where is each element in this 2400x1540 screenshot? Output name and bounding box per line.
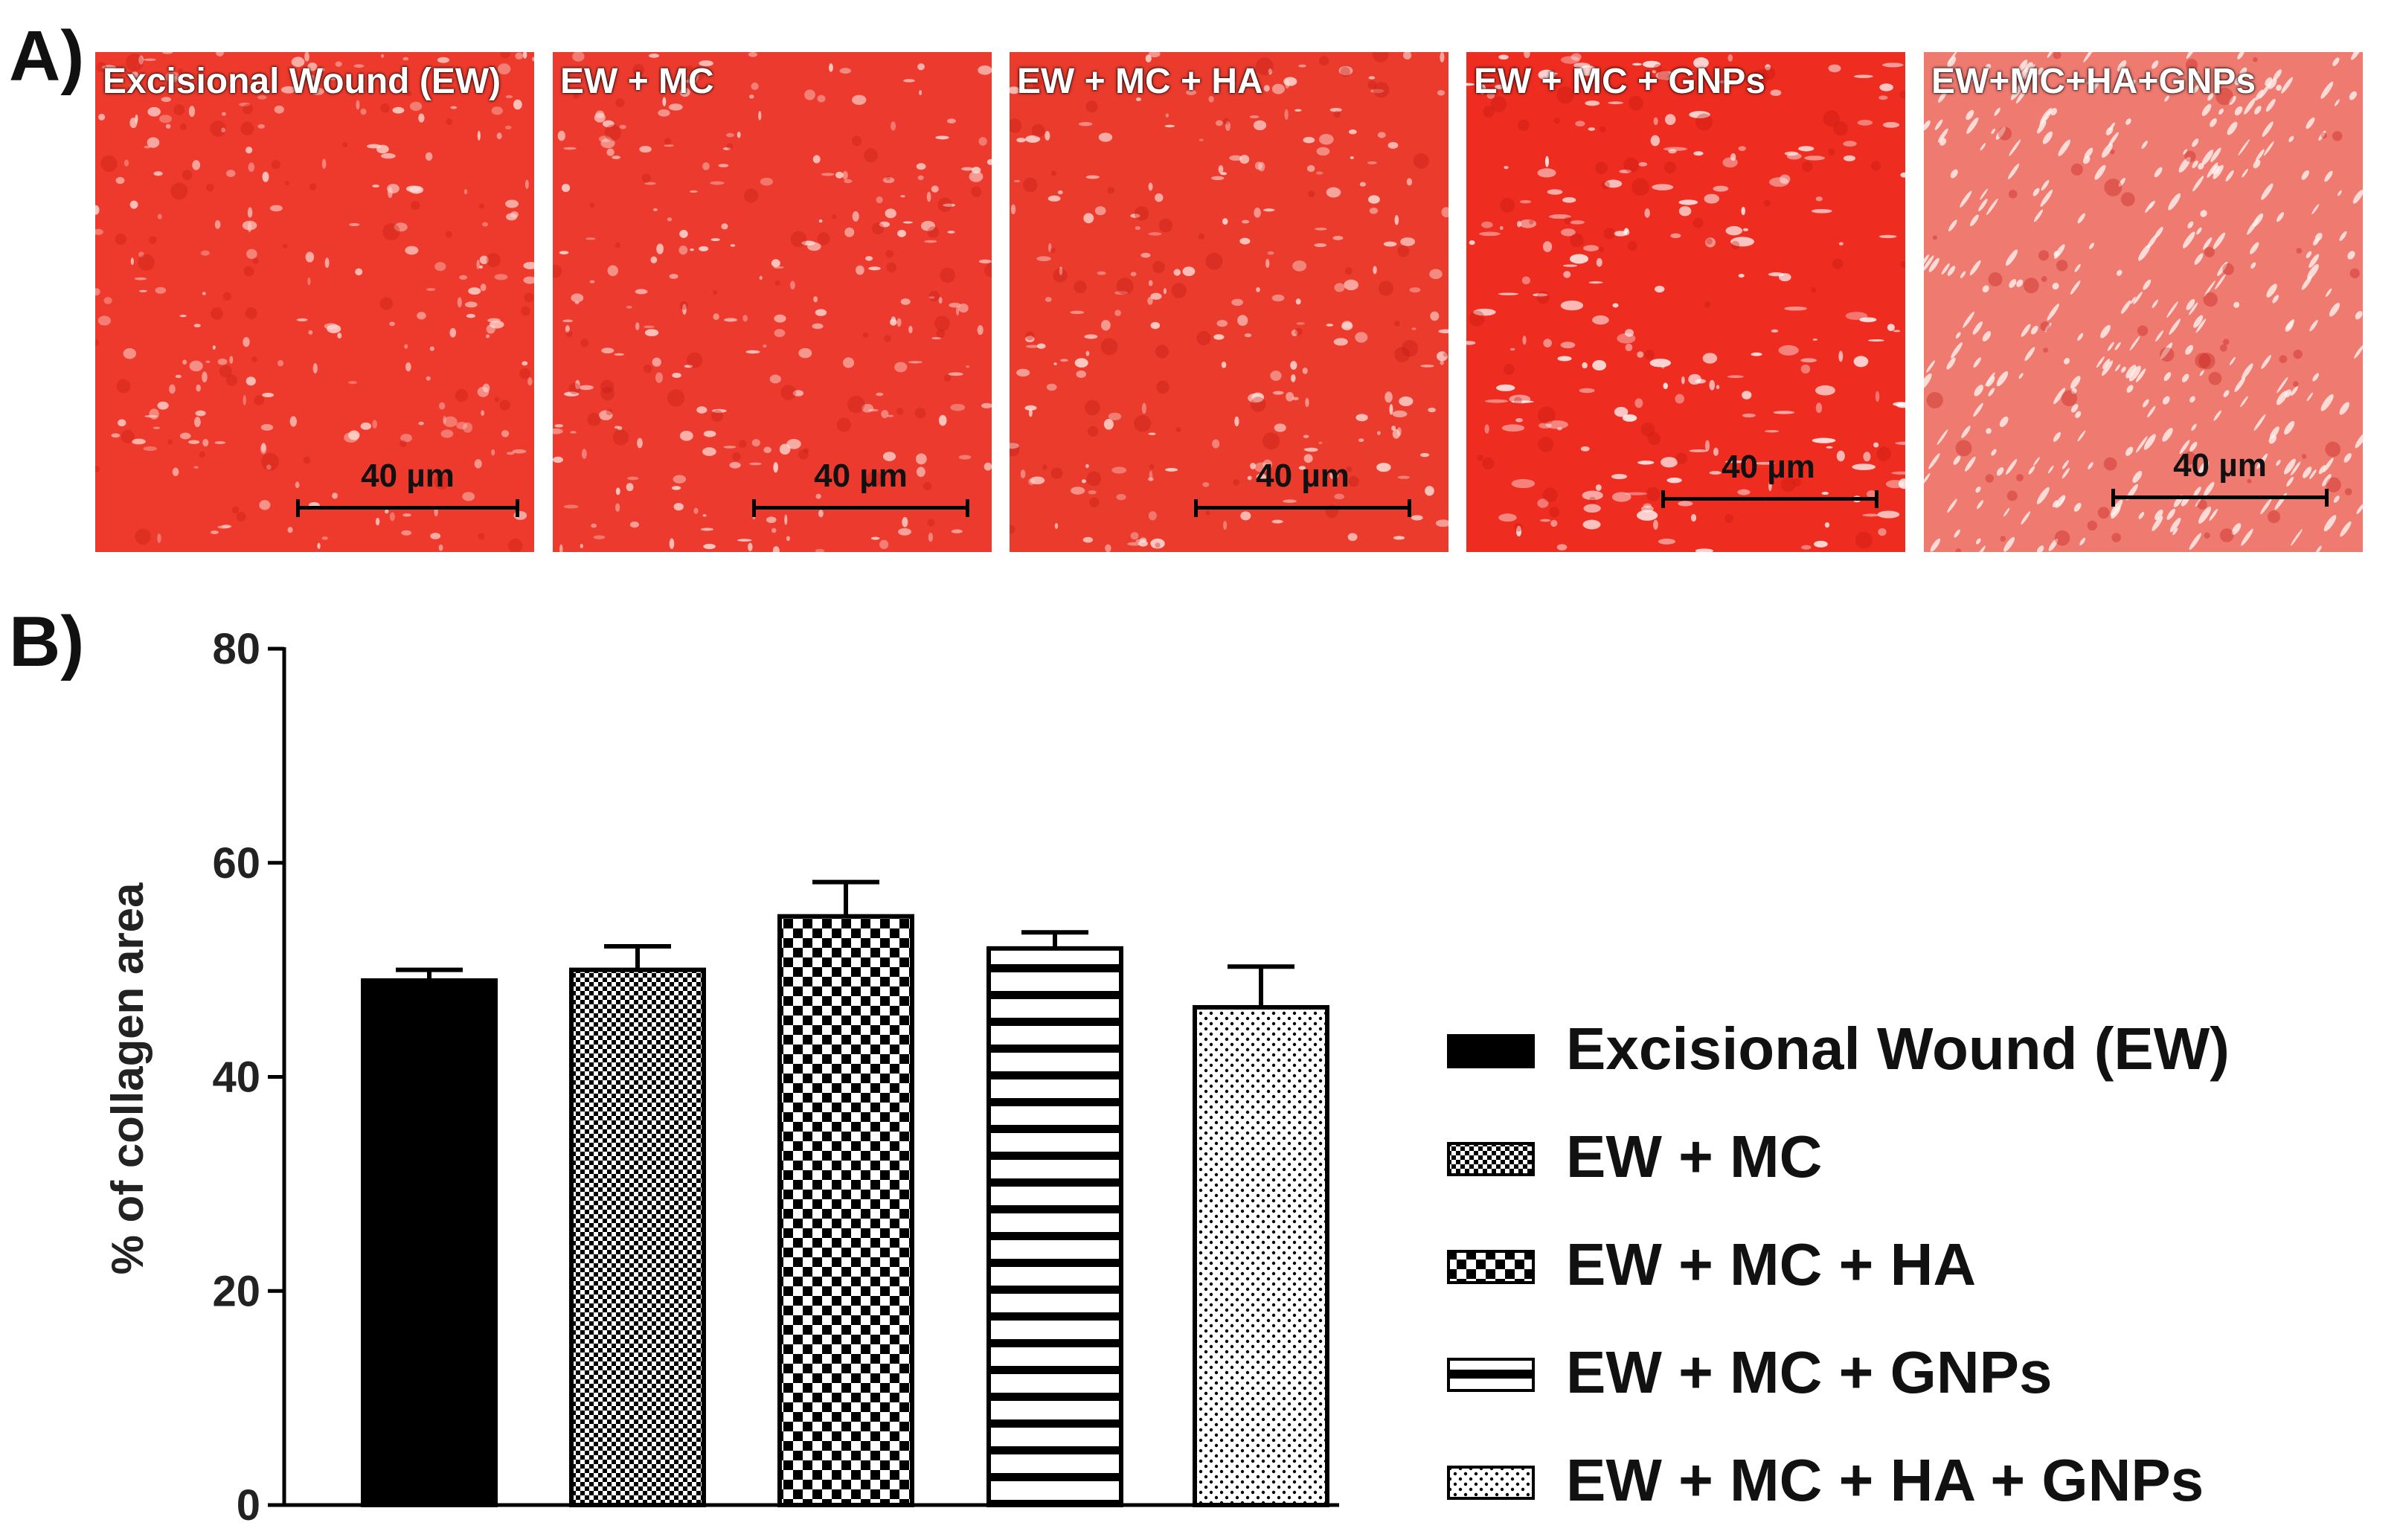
y-tick-label: 40 — [212, 1053, 260, 1102]
micrograph-image — [1466, 52, 1905, 552]
micrograph-caption: EW + MC + GNPs — [1474, 62, 1766, 101]
bar-group — [1193, 964, 1329, 1507]
scale-bar-label: 40 µm — [361, 458, 455, 494]
scale-bar-label: 40 µm — [1722, 449, 1815, 485]
micrograph-ew-mc-ha-gnps: EW+MC+HA+GNPs 40 µm — [1924, 52, 2363, 552]
micrograph-ew-mc-ha: EW + MC + HA 40 µm — [1010, 52, 1448, 552]
micrograph-image — [95, 52, 534, 552]
micrograph-ew-mc: EW + MC 40 µm — [553, 52, 992, 552]
legend-swatch — [1447, 1142, 1535, 1176]
legend-swatch — [1447, 1466, 1535, 1500]
legend-swatch — [1447, 1250, 1535, 1284]
legend-label: EW + MC — [1566, 1123, 1823, 1190]
y-axis-label: % of collagen area — [103, 882, 153, 1274]
bar-group — [361, 967, 498, 1507]
micrograph-caption: Excisional Wound (EW) — [103, 62, 501, 101]
micrograph-caption: EW+MC+HA+GNPs — [1931, 62, 2256, 101]
scale-bar — [1194, 499, 1411, 517]
y-tick-label: 80 — [212, 625, 260, 673]
bar — [569, 967, 706, 1507]
bar — [986, 946, 1123, 1507]
legend-label: EW + MC + GNPs — [1566, 1339, 2053, 1405]
micrograph-caption: EW + MC + HA — [1017, 62, 1263, 101]
legend-label: Excisional Wound (EW) — [1566, 1016, 2230, 1082]
bar — [777, 914, 914, 1507]
scale-bar-label: 40 µm — [1256, 458, 1350, 494]
bar-group — [777, 879, 914, 1507]
y-tick-label: 60 — [212, 839, 260, 888]
y-tick-label: 0 — [237, 1481, 260, 1530]
y-tick-label: 20 — [212, 1267, 260, 1315]
micrograph-image — [553, 52, 992, 552]
bar-group — [986, 930, 1123, 1507]
panel-b-label: B) — [9, 602, 85, 681]
scale-bar — [296, 499, 519, 517]
micrograph-caption: EW + MC — [560, 62, 714, 101]
scale-bar-label: 40 µm — [814, 458, 908, 494]
bar — [361, 978, 498, 1507]
legend-swatch — [1447, 1034, 1535, 1068]
scale-bar — [1661, 490, 1878, 508]
micrograph-ew-mc-gnps: EW + MC + GNPs 40 µm — [1466, 52, 1905, 552]
bar — [1193, 1004, 1329, 1507]
micrograph-image — [1924, 52, 2363, 552]
legend-label: EW + MC + HA — [1566, 1231, 1977, 1297]
bar-group — [569, 943, 706, 1507]
micrograph-excisional-wound: Excisional Wound (EW) 40 µm — [95, 52, 534, 552]
scale-bar-label: 40 µm — [2173, 447, 2267, 484]
scale-bar — [2111, 489, 2329, 507]
legend-label: EW + MC + HA + GNPs — [1566, 1447, 2204, 1513]
legend-swatch — [1447, 1358, 1535, 1392]
panel-a-label: A) — [9, 16, 85, 96]
micrograph-image — [1010, 52, 1448, 552]
scale-bar — [752, 499, 969, 517]
bars — [361, 879, 1329, 1507]
